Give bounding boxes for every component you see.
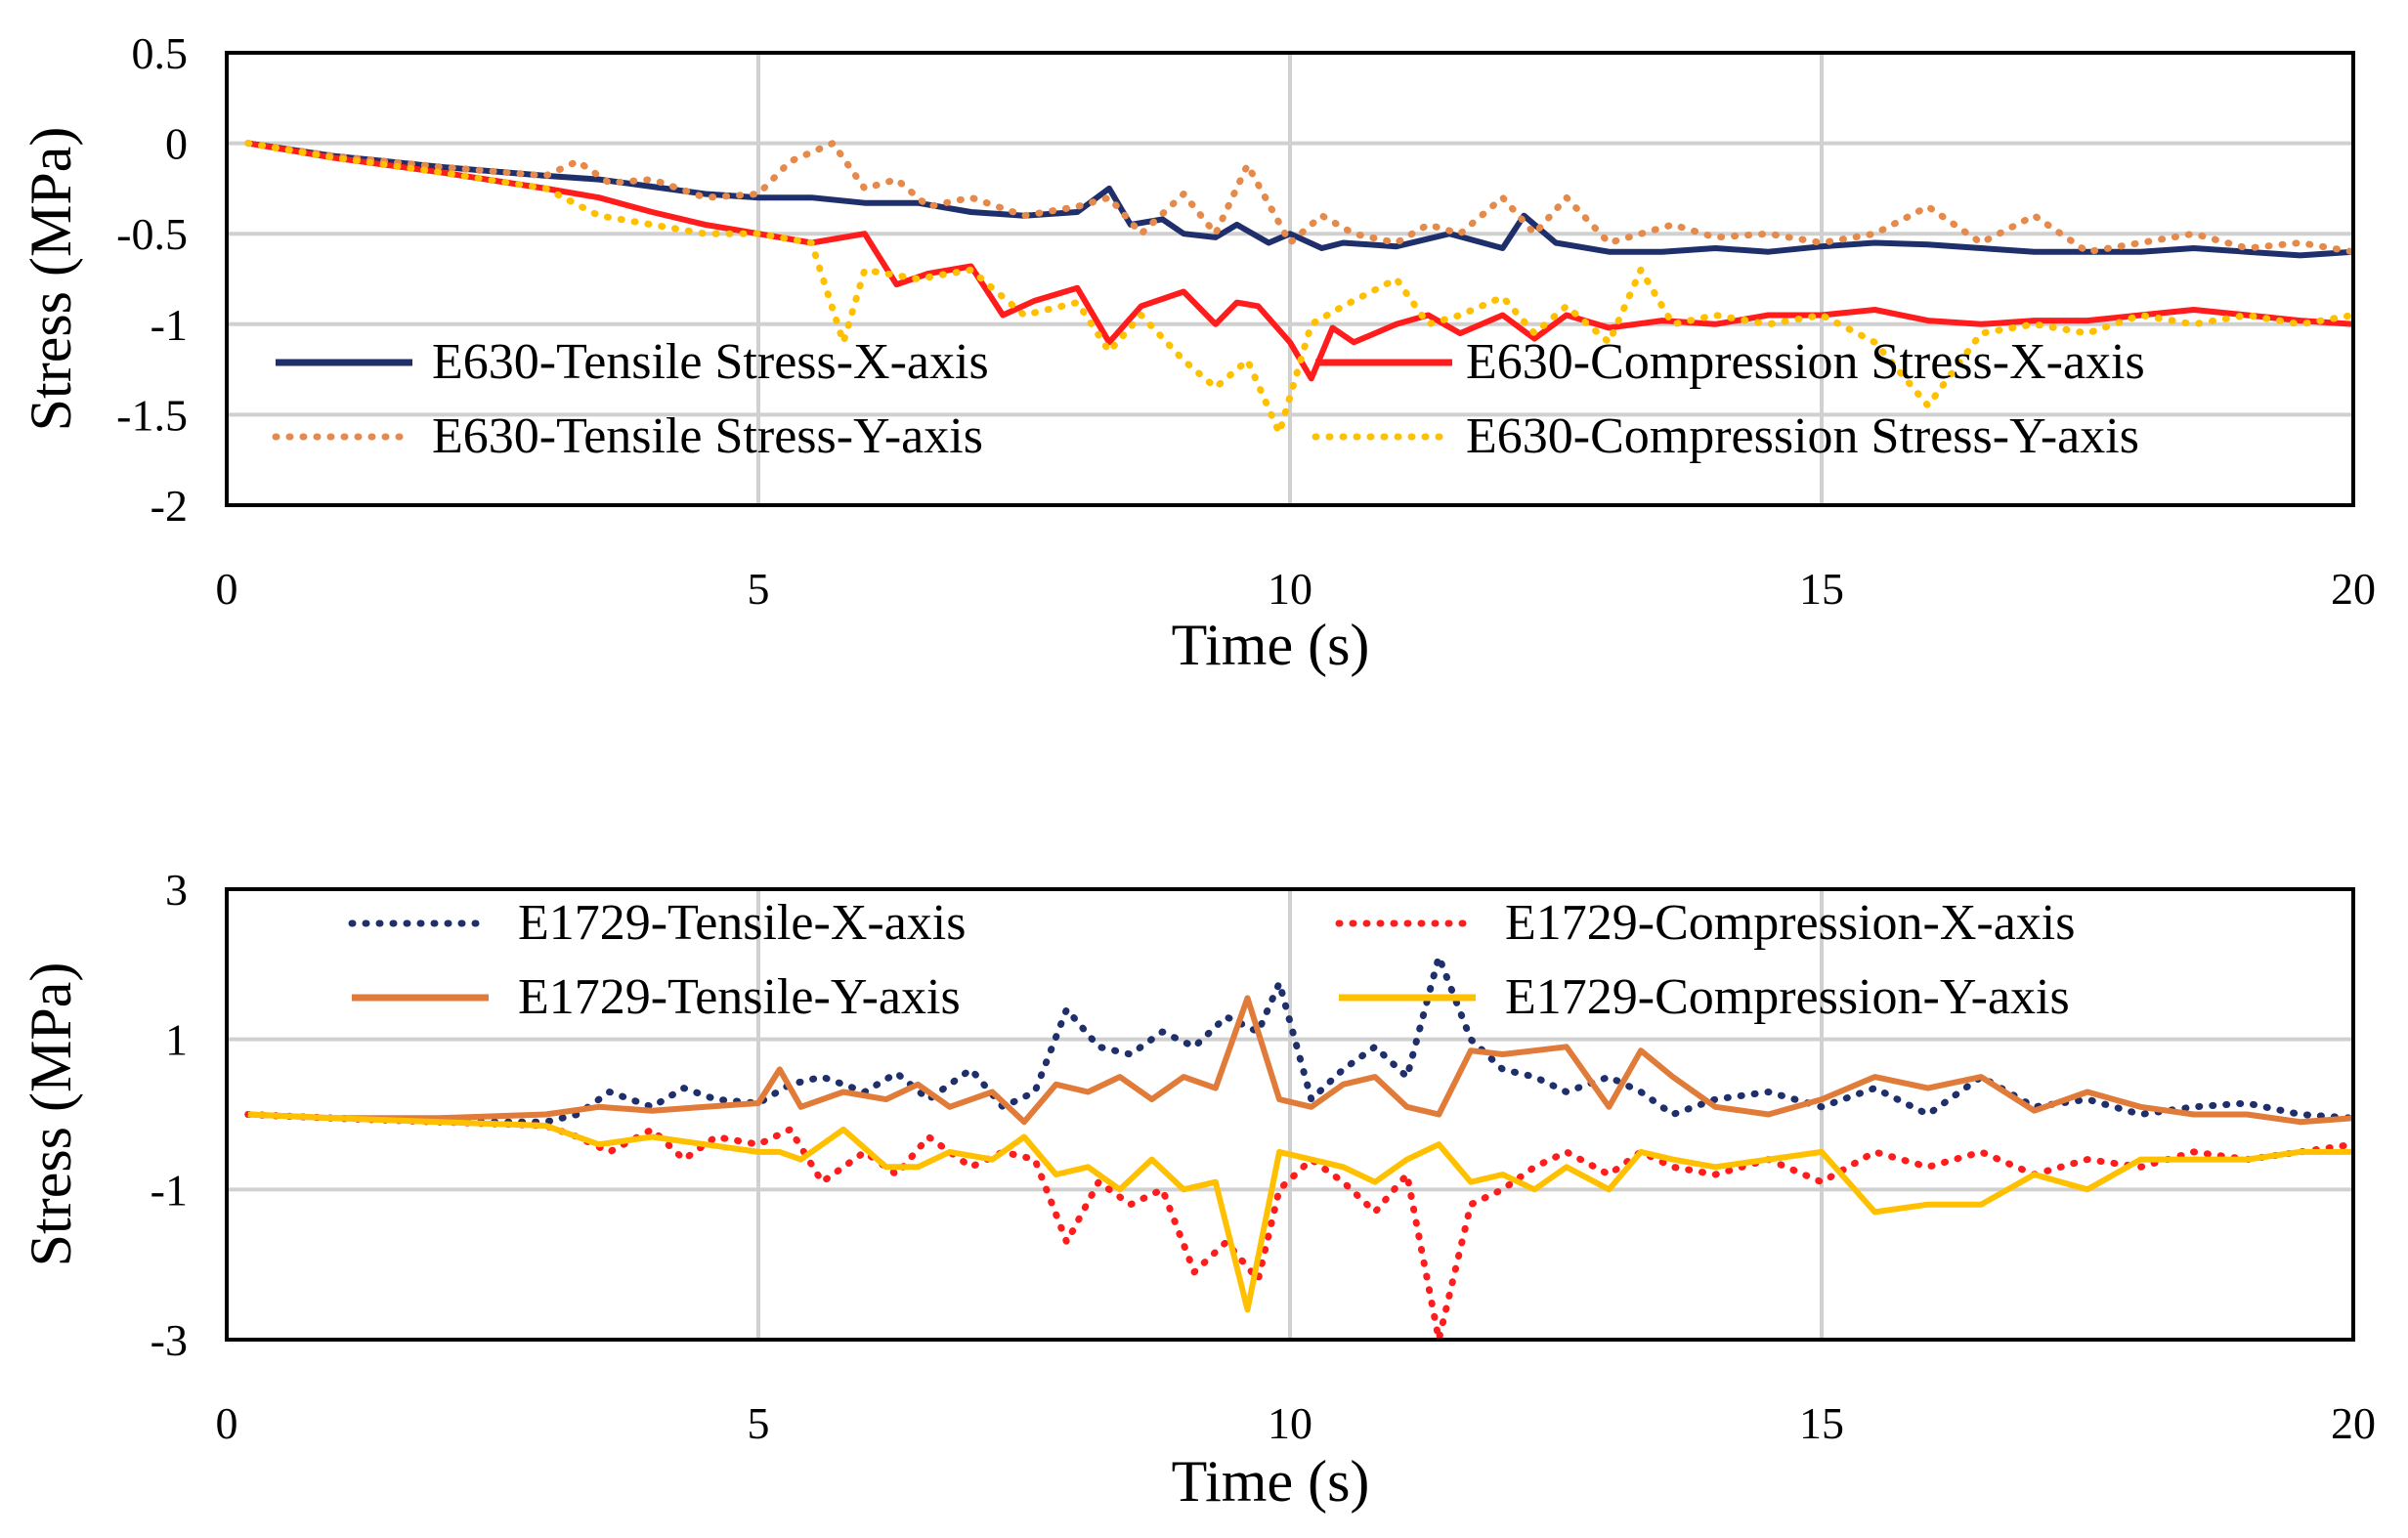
y-tick-label: 3 [165,865,188,915]
gridlines [227,889,2353,1340]
legend-item: E630-Compression Stress-Y-axis [1312,408,2139,464]
legend: E1729-Tensile-X-axis E1729-Compression-X-… [348,895,2075,1025]
legend-label: E1729-Tensile-X-axis [518,895,966,951]
x-tick-label: 10 [1268,564,1312,614]
series-line-0 [244,953,2357,1126]
y-tick-label: -2 [150,481,188,531]
y-axis-title: Stress (MPa) [19,127,83,432]
x-axis-title: Time (s) [1172,613,1370,677]
x-tick-label: 15 [1799,564,1844,614]
y-tick-label: 0.5 [132,28,189,78]
series-group [244,953,2357,1344]
legend: E630-Tensile Stress-X-axis E630-Compressi… [272,334,2145,464]
plot-area-border [225,51,2355,507]
legend-label: E1729-Compression-X-axis [1505,895,2075,951]
y-tick-label: -3 [150,1315,188,1365]
legend-label: E630-Tensile Stress-Y-axis [432,408,983,464]
legend-item: E1729-Compression-Y-axis [1339,969,2070,1025]
legend-item: E1729-Compression-X-axis [1335,895,2075,951]
series-line-3 [247,1111,2353,1313]
x-tick-label: 5 [748,564,770,614]
x-axis-title: Time (s) [1172,1449,1370,1514]
x-tick-label: 20 [2331,564,2376,614]
series-line-2 [244,140,2357,256]
x-tick-label: 10 [1268,1398,1312,1448]
y-tick-label: -1 [150,300,188,350]
y-axis-title: Stress (MPa) [19,962,83,1267]
legend-label: E630-Compression Stress-Y-axis [1466,408,2139,464]
legend-item: E630-Compression Stress-X-axis [1315,334,2145,390]
legend-label: E630-Tensile Stress-X-axis [432,334,989,390]
series-group [244,140,2357,437]
x-tick-label: 0 [216,564,238,614]
legend-label: E1729-Tensile-Y-axis [518,969,961,1025]
legend-label: E1729-Compression-Y-axis [1505,969,2070,1025]
x-tick-label: 0 [216,1398,238,1448]
series-line-0 [247,140,2354,259]
x-tick-label: 5 [748,1398,770,1448]
y-tick-label: 0 [165,119,188,169]
legend-item: E1729-Tensile-Y-axis [352,969,961,1025]
series-line-1 [244,1111,2357,1344]
y-tick-label: 1 [165,1015,188,1065]
legend-item: E630-Tensile Stress-X-axis [276,334,989,390]
chart-bottom: 0 5 10 15 20 3 1 -1 -3 Time (s) Stress (MPa) E1729-… [19,865,2376,1514]
legend-label: E630-Compression Stress-X-axis [1466,334,2145,390]
x-tick-label: 20 [2331,1398,2376,1448]
plot-area-border [225,887,2355,1342]
legend-item: E630-Tensile Stress-Y-axis [272,408,983,464]
y-tick-label: -1 [150,1165,188,1215]
y-tick-label: -1.5 [116,390,188,440]
series-line-2 [247,995,2354,1126]
y-tick-label: -0.5 [116,209,188,259]
legend-item: E1729-Tensile-X-axis [348,895,966,951]
chart-top: 0 5 10 15 20 0.5 0 -0.5 -1 -1.5 -2 Time (s) Stress (… [19,28,2376,677]
x-tick-label: 15 [1799,1398,1844,1448]
